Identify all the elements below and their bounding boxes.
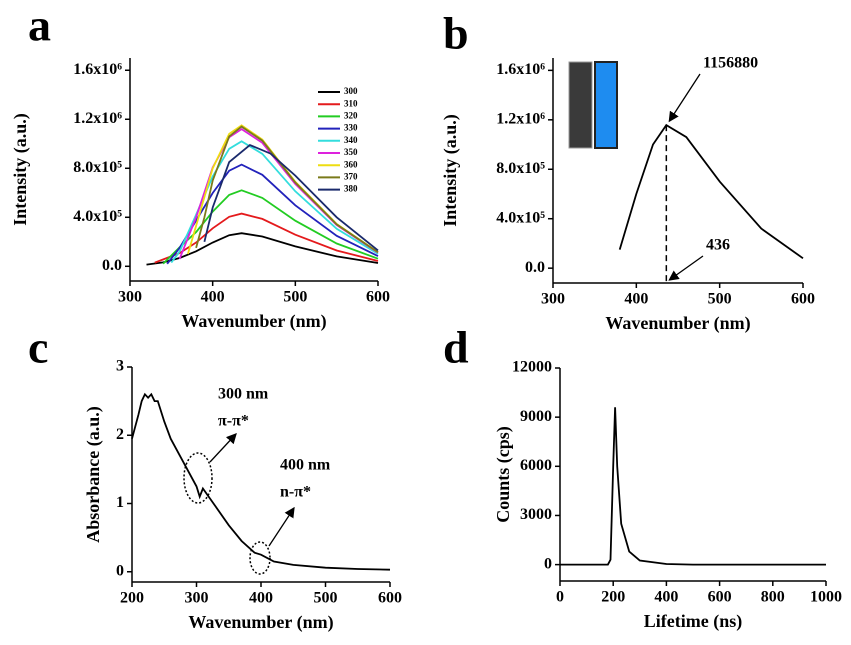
panel: c 0 1 2 3 200 300 400 500 600 Wavenumber (nm) Absor… [28, 322, 402, 634]
y-tick-label: 3000 [520, 506, 552, 523]
panel-letter: d [443, 322, 469, 373]
data-line [618, 123, 804, 260]
panel: d 0 3000 6000 9000 12000 0 200 400 600 800 1000 Life… [443, 322, 842, 633]
x-tick-label: 400 [201, 289, 225, 306]
legend-label: 380 [344, 184, 358, 194]
data-line [203, 143, 379, 252]
x-tick-label: 200 [601, 589, 625, 606]
y-tick-label: 3 [116, 358, 124, 375]
arrow [209, 433, 237, 463]
y-tick-label: 4.0x10⁵ [73, 208, 122, 225]
y-tick-label: 1.2x10⁶ [73, 110, 122, 127]
y-tick-label: 6000 [520, 457, 552, 474]
x-axis-title: Lifetime (ns) [644, 611, 742, 632]
y-tick-label: 1.6x10⁶ [496, 61, 545, 78]
legend-label: 310 [344, 98, 358, 108]
data-line [154, 212, 379, 264]
x-tick-label: 300 [541, 291, 565, 308]
x-tick-label: 600 [791, 291, 815, 308]
y-tick-label: 12000 [512, 359, 552, 376]
highlight-ellipse [249, 541, 271, 575]
annotation: π-π* [218, 413, 249, 430]
y-tick-label: 0 [116, 562, 124, 579]
legend-label: 320 [344, 110, 358, 120]
x-tick-label: 600 [708, 589, 732, 606]
x-axis-title: Wavenumber (nm) [605, 313, 750, 334]
y-axis-title: Absorbance (a.u.) [83, 406, 104, 543]
x-tick-label: 0 [556, 589, 564, 606]
data-line [131, 392, 391, 571]
x-tick-label: 400 [249, 590, 273, 607]
y-tick-label: 2 [116, 426, 124, 443]
panel: a 0.0 4.0x10⁵ 8.0x10⁵ 1.2x10⁶ 1.6x10⁶ 300 400 50… [10, 0, 390, 332]
legend-label: 360 [344, 159, 358, 169]
panel: b 0.0 4.0x10⁵ 8.0x10⁵ 1.2x10⁶ 1.6x10⁶ 300 400 50… [440, 8, 815, 335]
x-tick-label: 1000 [810, 589, 842, 606]
x-tick-label: 300 [118, 289, 142, 306]
y-tick-label: 0.0 [102, 257, 122, 274]
y-tick-label: 9000 [520, 408, 552, 425]
legend-label: 330 [344, 123, 358, 133]
highlight-ellipse [183, 452, 213, 504]
inset-photo [568, 61, 618, 149]
legend-label: 300 [344, 86, 358, 96]
x-tick-label: 200 [120, 590, 144, 607]
arrow [668, 73, 701, 123]
x-tick-label: 800 [761, 589, 785, 606]
x-tick-label: 600 [378, 590, 402, 607]
y-axis-title: Intensity (a.u.) [10, 113, 31, 226]
y-tick-label: 8.0x10⁵ [496, 160, 545, 177]
annotation: 300 nm [218, 386, 269, 403]
y-axis-title: Counts (cps) [493, 426, 514, 523]
arrow [268, 506, 295, 547]
y-tick-label: 1.2x10⁶ [496, 110, 545, 127]
y-tick-label: 0.0 [525, 259, 545, 276]
legend-label: 340 [344, 135, 358, 145]
arrow [668, 255, 704, 281]
x-tick-label: 500 [708, 291, 732, 308]
data-line [170, 140, 379, 264]
cuvette-blue [594, 61, 618, 149]
x-tick-label: 300 [185, 590, 209, 607]
y-tick-label: 8.0x10⁵ [73, 159, 122, 176]
x-axis-title: Wavenumber (nm) [181, 311, 326, 332]
annotation: 1156880 [703, 55, 758, 72]
y-tick-label: 1.6x10⁶ [73, 61, 122, 78]
x-axis-title: Wavenumber (nm) [188, 612, 333, 633]
x-tick-label: 400 [654, 589, 678, 606]
x-tick-label: 500 [314, 590, 338, 607]
panel-letter: c [28, 322, 48, 373]
panel-letter: b [443, 8, 469, 59]
data-line [195, 125, 379, 254]
legend-label: 350 [344, 147, 358, 157]
x-tick-label: 400 [624, 291, 648, 308]
cuvette-dark [568, 61, 593, 149]
y-axis-title: Intensity (a.u.) [440, 114, 461, 227]
data-line [560, 407, 826, 566]
y-tick-label: 0 [544, 555, 552, 572]
y-tick-label: 4.0x10⁵ [496, 209, 545, 226]
annotation: 400 nm [280, 457, 331, 474]
x-tick-label: 600 [366, 289, 390, 306]
annotation: 436 [706, 237, 730, 254]
legend-label: 370 [344, 171, 358, 181]
annotation: n-π* [280, 484, 311, 501]
x-tick-label: 500 [283, 289, 307, 306]
y-tick-label: 1 [116, 494, 124, 511]
panel-letter: a [28, 0, 51, 51]
